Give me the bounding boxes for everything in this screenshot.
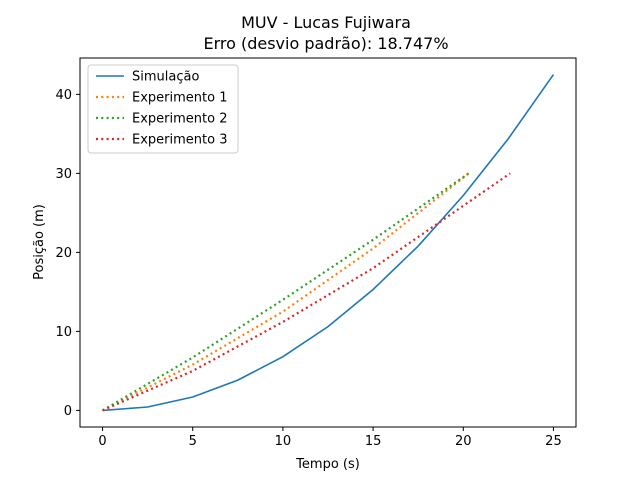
- legend-label: Experimento 2: [132, 112, 227, 127]
- chart-title: MUV - Lucas Fujiwara: [241, 13, 411, 32]
- x-tick-label: 5: [189, 434, 197, 449]
- legend-label: Experimento 3: [132, 133, 227, 148]
- y-axis-label: Posição (m): [32, 204, 47, 280]
- legend-box: [87, 64, 239, 154]
- y-tick-label: 30: [55, 167, 72, 182]
- legend-label: Simulação: [132, 70, 199, 85]
- x-tick-label: 15: [365, 434, 382, 449]
- x-tick-label: 20: [455, 434, 472, 449]
- axis-ticks: 0 5 10 15 20 25 0 10 20 30 40: [55, 88, 561, 449]
- series-line-3: [101, 172, 470, 412]
- legend: Simulação Experimento 1 Experimento 2 Exper…: [87, 64, 239, 154]
- x-tick-label: 25: [545, 434, 562, 449]
- y-tick-label: 10: [55, 325, 72, 340]
- chart-subtitle: Erro (desvio padrão): 18.747%: [203, 34, 448, 53]
- plot-frame: [79, 57, 577, 428]
- legend-label: Experimento 1: [132, 91, 227, 106]
- y-tick-label: 40: [55, 88, 72, 103]
- series-line-4: [102, 172, 511, 412]
- x-axis-label: Tempo (s): [295, 457, 360, 472]
- y-tick-label: 20: [55, 246, 72, 261]
- x-tick-label: 0: [98, 434, 106, 449]
- x-tick-label: 10: [275, 434, 292, 449]
- y-tick-label: 0: [64, 404, 72, 419]
- series-line-1: [102, 74, 555, 412]
- series-layer: [101, 74, 555, 412]
- series-line-2: [102, 172, 470, 412]
